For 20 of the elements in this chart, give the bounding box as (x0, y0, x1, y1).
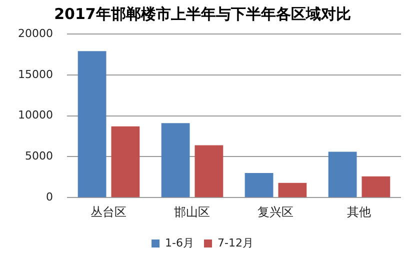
legend-label: 1-6月 (165, 236, 194, 250)
y-tick-label: 5000 (24, 150, 53, 163)
x-tick-label: 邯山区 (174, 204, 210, 219)
chart-title: 2017年邯郸楼市上半年与下半年各区域对比 (54, 4, 351, 23)
x-tick-label: 其他 (347, 204, 372, 219)
bar (362, 176, 390, 198)
bar (111, 126, 140, 198)
y-tick-label: 0 (46, 190, 53, 204)
bar (328, 152, 357, 198)
y-tick-label: 15000 (18, 68, 53, 81)
y-tick-label: 10000 (18, 108, 53, 122)
bar (194, 145, 224, 198)
legend-label: 7-12月 (218, 236, 254, 250)
bar (78, 51, 106, 198)
bar (278, 182, 307, 198)
x-tick-label: 丛台区 (90, 204, 127, 219)
y-tick-label: 20000 (18, 26, 53, 40)
bar (161, 123, 190, 198)
x-tick-label: 复兴区 (258, 204, 294, 219)
bar (244, 173, 274, 198)
